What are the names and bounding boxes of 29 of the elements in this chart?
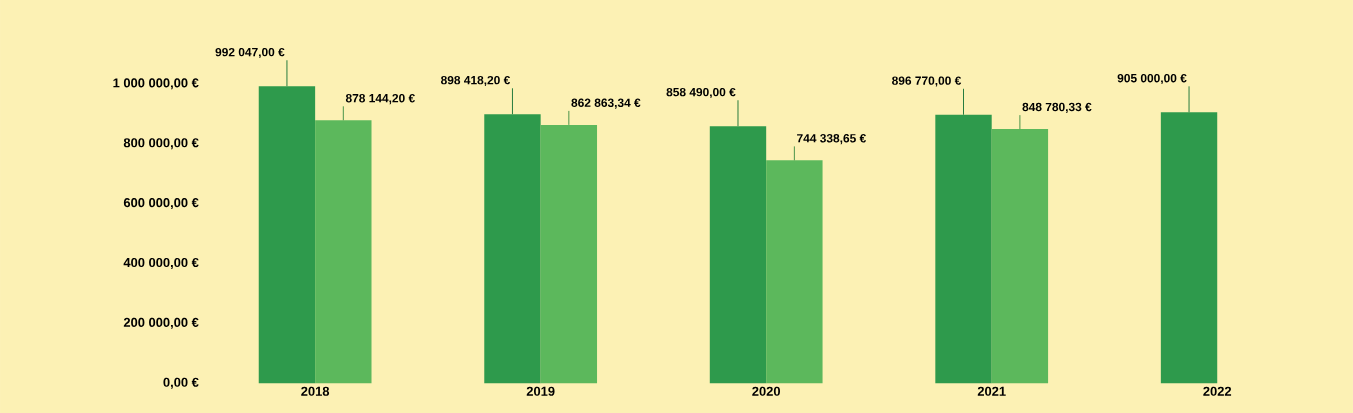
bar bbox=[935, 114, 992, 384]
bar bbox=[766, 160, 823, 384]
x-tick-label: 2019 bbox=[526, 386, 555, 396]
bar bbox=[258, 86, 316, 384]
y-tick-label: 800 000,00 € bbox=[123, 138, 199, 150]
bar bbox=[540, 124, 598, 384]
bar bbox=[1160, 112, 1218, 384]
x-tick-label: 2021 bbox=[977, 386, 1006, 396]
data-label: 858 490,00 € bbox=[666, 87, 736, 98]
x-tick-label: 2020 bbox=[752, 386, 781, 396]
data-label: 905 000,00 € bbox=[1117, 73, 1187, 85]
data-label: 862 863,34 € bbox=[571, 98, 641, 109]
data-label: 898 418,20 € bbox=[440, 75, 511, 87]
data-label: 744 338,65 € bbox=[797, 133, 866, 145]
y-tick-label: 0,00 € bbox=[163, 377, 199, 389]
data-label: 878 144,20 € bbox=[345, 93, 415, 105]
y-tick-label: 600 000,00 € bbox=[123, 198, 199, 210]
y-tick-label: 200 000,00 € bbox=[123, 317, 199, 329]
bar bbox=[709, 126, 767, 384]
data-label: 992 047,00 € bbox=[215, 47, 285, 58]
data-label: 848 780,33 € bbox=[1022, 102, 1092, 113]
bar bbox=[991, 129, 1049, 384]
y-tick-label: 1 000 000,00 € bbox=[113, 78, 199, 90]
bar bbox=[315, 120, 372, 384]
bar bbox=[484, 114, 541, 384]
data-label: 896 770,00 € bbox=[892, 76, 962, 87]
x-tick-label: 2022 bbox=[1203, 386, 1232, 396]
y-tick-label: 400 000,00 € bbox=[123, 257, 199, 269]
x-tick-label: 2018 bbox=[301, 386, 330, 396]
